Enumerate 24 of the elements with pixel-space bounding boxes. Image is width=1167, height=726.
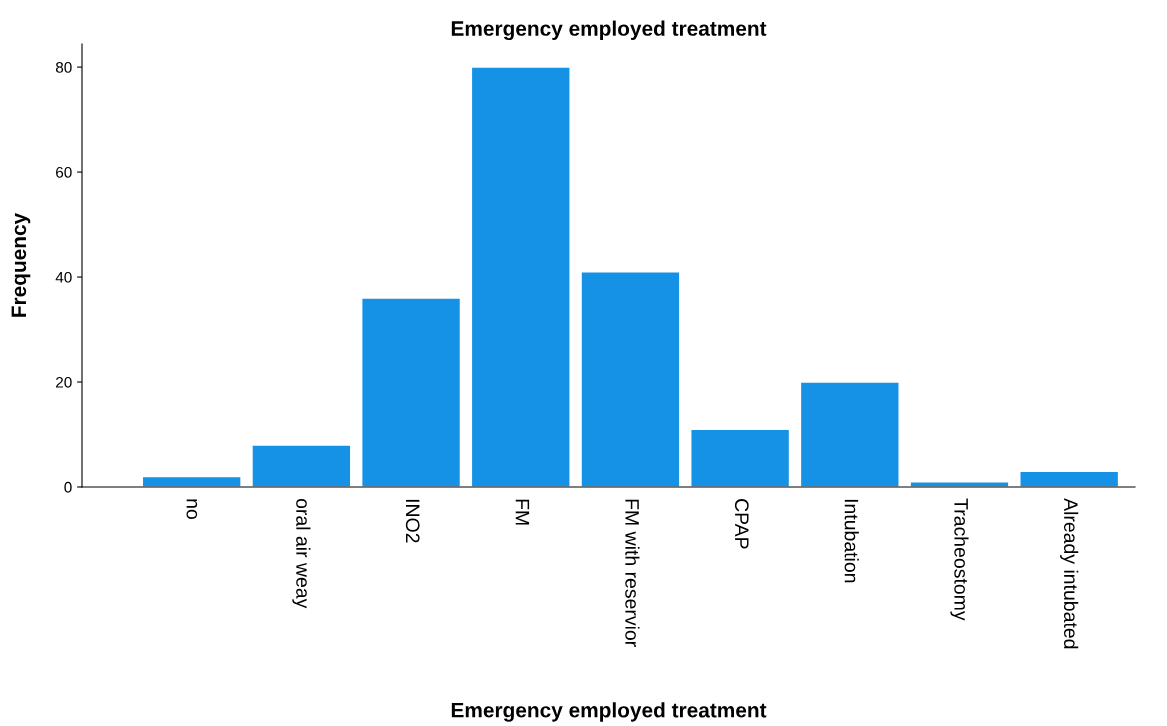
bar (361, 297, 462, 487)
bar (690, 428, 791, 487)
y-axis-title: Frequency (11, 212, 31, 317)
x-tick-label: FM with reservior (625, 499, 640, 647)
bar (251, 444, 352, 487)
y-tick-label: 0 (64, 481, 72, 493)
y-tick-label: 80 (55, 61, 72, 73)
bar (799, 381, 900, 487)
bar (470, 66, 571, 487)
bar (1019, 470, 1120, 487)
x-tick-label: oral air weay (292, 498, 311, 609)
x-tick-label: INO2 (405, 499, 420, 543)
x-tick-label: Already intubated (1060, 498, 1079, 649)
bar (580, 271, 681, 487)
x-tick-label: FM (515, 499, 530, 525)
x-tick-label: no (186, 499, 198, 519)
y-tick-label: 60 (56, 166, 72, 178)
x-axis-title: Emergency employed treatment (451, 702, 767, 722)
y-tick-label: 20 (56, 376, 72, 388)
x-tick-label: CPAP (734, 499, 749, 549)
x-tick-label: Tracheostomy (950, 498, 969, 621)
y-tick-label: 40 (55, 271, 72, 283)
x-tick-label: Intubation (844, 499, 859, 583)
chart-title: Emergency employed treatment (451, 20, 767, 41)
